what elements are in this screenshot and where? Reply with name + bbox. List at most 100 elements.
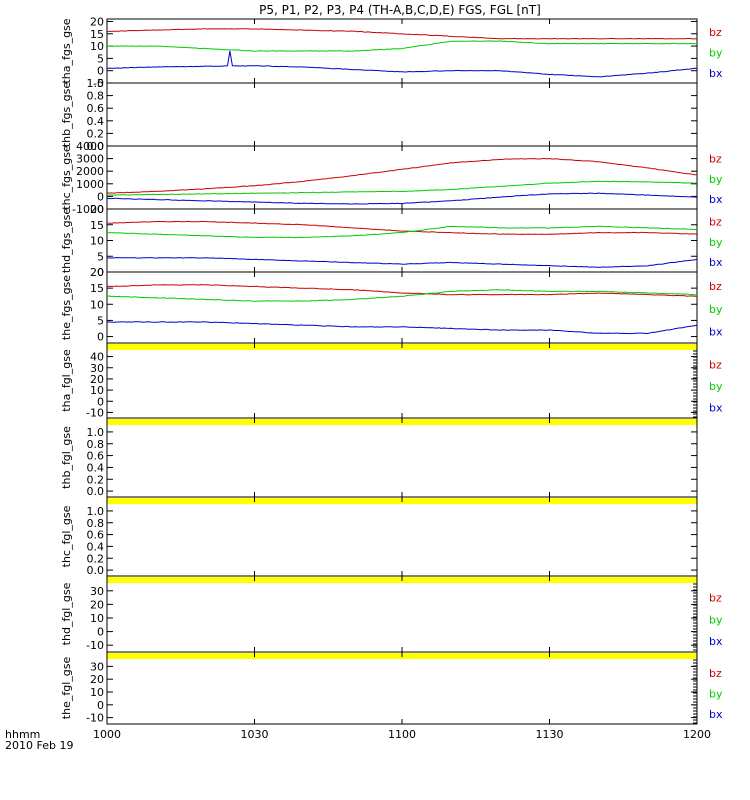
panel-frame bbox=[106, 496, 698, 577]
y-tick-label: 20 bbox=[90, 673, 104, 686]
x-tick-label: 1130 bbox=[536, 728, 564, 741]
x-axis-label-format: hhmm bbox=[5, 728, 40, 741]
legend-label-bz: bz bbox=[709, 26, 722, 39]
y-axis-label: thc_fgl_gse bbox=[60, 505, 73, 567]
y-axis-label: the_fgl_gse bbox=[60, 657, 73, 720]
legend-label-by: by bbox=[709, 613, 723, 626]
y-tick-label: 4000 bbox=[76, 140, 104, 153]
y-axis-label: thd_fgl_gse bbox=[60, 582, 73, 645]
y-axis-label: thc_fgs_gse bbox=[60, 145, 73, 210]
y-tick-label: -10 bbox=[86, 712, 104, 725]
y-tick-label: 15 bbox=[90, 219, 104, 232]
chart-title: P5, P1, P2, P3, P4 (TH-A,B,C,D,E) FGS, F… bbox=[259, 3, 541, 17]
series-line-bx bbox=[106, 192, 698, 205]
panel-thb_fgl_gse: 1.00.80.60.40.20.0 thb_fgl_gse bbox=[60, 417, 698, 498]
x-axis-label-date: 2010 Feb 19 bbox=[5, 739, 73, 752]
legend-label-bx: bx bbox=[709, 326, 723, 339]
y-axis-label: tha_fgl_gse bbox=[60, 349, 73, 412]
y-tick-label: 10 bbox=[90, 686, 104, 699]
panel-thb_fgs_gse: 1.00.80.60.40.20.0 thb_fgs_gse bbox=[60, 77, 698, 153]
legend-label-by: by bbox=[709, 303, 723, 316]
y-axis-label: tha_fgs_gse bbox=[60, 18, 73, 83]
legend-label-by: by bbox=[709, 236, 723, 249]
y-tick-label: 20 bbox=[90, 373, 104, 386]
y-tick-label: 0.8 bbox=[87, 438, 105, 451]
y-tick-label: 5 bbox=[97, 250, 104, 263]
y-tick-label: 5 bbox=[97, 314, 104, 327]
y-tick-label: 0 bbox=[97, 190, 104, 203]
legend-label-bx: bx bbox=[709, 193, 723, 206]
y-tick-label: 10 bbox=[90, 298, 104, 311]
y-tick-label: 20 bbox=[90, 15, 104, 28]
y-tick-label: 2000 bbox=[76, 165, 104, 178]
y-tick-label: 0.8 bbox=[87, 90, 105, 103]
series-line-by bbox=[106, 180, 698, 196]
y-tick-label: 0 bbox=[97, 699, 104, 712]
x-tick-label: 1200 bbox=[683, 728, 711, 741]
legend-label-by: by bbox=[709, 687, 723, 700]
legend-label-bz: bz bbox=[709, 592, 722, 605]
y-tick-label: -10 bbox=[86, 406, 104, 419]
y-tick-label: 0.8 bbox=[87, 517, 105, 530]
series-line-bx bbox=[106, 50, 698, 78]
series-line-bx bbox=[107, 257, 698, 268]
y-tick-label: -10 bbox=[86, 639, 104, 652]
y-tick-label: 0.2 bbox=[87, 473, 105, 486]
y-tick-label: 20 bbox=[90, 266, 104, 279]
series-line-bz bbox=[106, 220, 698, 235]
y-tick-label: 20 bbox=[90, 598, 104, 611]
panel-frame bbox=[106, 342, 698, 419]
legend-label-bz: bz bbox=[709, 216, 722, 229]
legend-label-bz: bz bbox=[709, 358, 722, 371]
y-tick-label: 1.0 bbox=[87, 426, 105, 439]
panel-thc_fgl_gse: 1.00.80.60.40.20.0 thc_fgl_gse bbox=[60, 496, 698, 577]
series-line-by bbox=[106, 289, 698, 302]
legend-label-bx: bx bbox=[709, 635, 723, 648]
panel-frame bbox=[106, 145, 698, 210]
y-tick-label: 10 bbox=[90, 235, 104, 248]
legend-label-by: by bbox=[709, 173, 723, 186]
panel-frame bbox=[106, 82, 698, 147]
series-line-by bbox=[106, 40, 698, 52]
x-tick-label: 1100 bbox=[388, 728, 416, 741]
y-tick-label: 30 bbox=[90, 362, 104, 375]
y-tick-label: 40 bbox=[90, 351, 104, 364]
panel-thd_fgs_gse: 20 15 10 5 0 thd_fgs_gse bz by bx bbox=[60, 203, 723, 279]
legend-label-bz: bz bbox=[709, 667, 722, 680]
legend-label-bz: bz bbox=[709, 280, 722, 293]
y-tick-label: 0.6 bbox=[87, 529, 105, 542]
panel-frame bbox=[106, 18, 698, 84]
y-tick-label: 10 bbox=[90, 612, 104, 625]
y-tick-label: 1000 bbox=[76, 178, 104, 191]
series-line-bz bbox=[106, 284, 698, 297]
y-tick-label: 0 bbox=[97, 65, 104, 78]
y-tick-label: 0 bbox=[97, 395, 104, 408]
panel-frame bbox=[106, 575, 698, 653]
legend-label-by: by bbox=[709, 46, 723, 59]
legend-label-bx: bx bbox=[709, 256, 723, 269]
y-tick-label: 0.0 bbox=[87, 485, 105, 498]
legend-label-by: by bbox=[709, 380, 723, 393]
y-tick-label: -5 bbox=[93, 77, 104, 90]
y-tick-label: 5 bbox=[97, 52, 104, 65]
y-axis-label: thb_fgl_gse bbox=[60, 426, 73, 489]
y-tick-label: 0 bbox=[97, 331, 104, 344]
panel-frame bbox=[106, 651, 698, 725]
series-line-bx bbox=[106, 321, 698, 335]
series-line-by bbox=[106, 225, 697, 239]
y-tick-label: 0.6 bbox=[87, 450, 105, 463]
y-tick-label: 0.6 bbox=[87, 102, 105, 115]
panel-the_fgs_gse: 20 15 10 5 0 the_fgs_gse bz by bx bbox=[60, 266, 723, 344]
x-tick-label: 1000 bbox=[93, 728, 121, 741]
panel-frame bbox=[106, 208, 698, 273]
y-tick-label: 3000 bbox=[76, 153, 104, 166]
y-tick-label: 0.2 bbox=[87, 127, 105, 140]
y-tick-label: 0.4 bbox=[87, 461, 105, 474]
y-axis-label: the_fgs_gse bbox=[60, 275, 73, 340]
series-line-bz bbox=[106, 157, 698, 194]
y-tick-label: 0.0 bbox=[87, 564, 105, 577]
